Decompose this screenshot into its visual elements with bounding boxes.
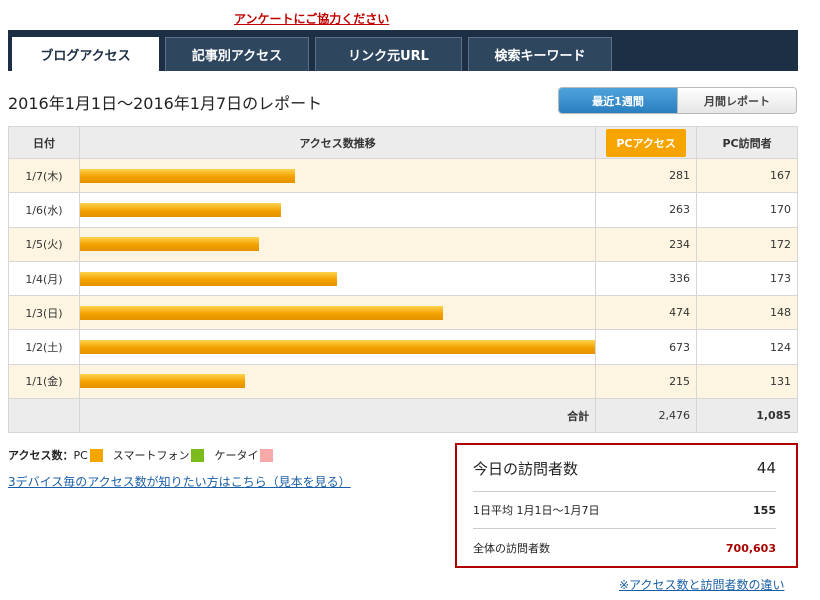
row-pc-visitors: 170 xyxy=(696,192,798,228)
legend-keitai-swatch xyxy=(260,448,274,462)
last-week-button[interactable]: 最近1週間 xyxy=(559,88,677,113)
header-trend: アクセス数推移 xyxy=(78,126,597,159)
table-row: 1/5(火) 234 172 xyxy=(8,226,798,262)
pc-access-bar xyxy=(79,340,596,355)
total-pc-visitors: 1,085 xyxy=(696,398,798,434)
row-date: 1/2(土) xyxy=(8,329,80,365)
pc-access-bar xyxy=(79,305,443,320)
trend-cell xyxy=(78,226,597,262)
trend-cell xyxy=(78,329,597,365)
pc-access-bar xyxy=(79,168,296,183)
today-visitors-label: 今日の訪問者数 xyxy=(473,459,579,478)
row-pc-visitors: 131 xyxy=(696,363,798,400)
row-pc-visitors: 167 xyxy=(696,157,798,194)
row-pc-visitors: 173 xyxy=(696,260,798,297)
total-label: 合計 xyxy=(78,398,597,434)
average-visitors-label: 1日平均 1月1日～1月7日 xyxy=(473,504,600,517)
row-date: 1/5(火) xyxy=(8,226,80,262)
tab-referrer-url[interactable]: リンク元URL xyxy=(315,37,462,71)
legend-pc-swatch xyxy=(89,448,103,462)
tab-search-keyword[interactable]: 検索キーワード xyxy=(468,37,612,71)
tab-blog-access[interactable]: ブログアクセス xyxy=(12,37,159,71)
row-date: 1/1(金) xyxy=(8,363,80,400)
average-visitors-row: 1日平均 1月1日～1月7日 155 xyxy=(473,492,776,529)
row-pc-access: 281 xyxy=(595,157,698,194)
table-row: 1/6(水) 263 170 xyxy=(8,192,798,228)
row-pc-access: 474 xyxy=(595,295,698,331)
row-pc-access: 673 xyxy=(595,329,698,365)
total-row: 合計 2,476 1,085 xyxy=(8,398,798,434)
tab-bar: ブログアクセス 記事別アクセス リンク元URL 検索キーワード xyxy=(8,30,798,71)
row-date: 1/3(日) xyxy=(8,295,80,331)
table-row: 1/4(月) 336 173 xyxy=(8,260,798,297)
row-date: 1/7(木) xyxy=(8,157,80,194)
table-header-row: 日付 アクセス数推移 PCアクセス PC訪問者 xyxy=(8,126,798,159)
device-breakdown-link[interactable]: 3デバイス毎のアクセス数が知りたい方はこちら（見本を見る） xyxy=(8,475,351,489)
access-visitor-difference-link[interactable]: ※アクセス数と訪問者数の違い xyxy=(619,578,785,592)
table-row: 1/1(金) 215 131 xyxy=(8,363,798,400)
pc-access-bar xyxy=(79,374,245,389)
trend-cell xyxy=(78,157,597,194)
total-visitors-row: 全体の訪問者数 700,603 xyxy=(473,529,776,567)
pc-access-bar xyxy=(79,271,338,286)
monthly-report-button[interactable]: 月間レポート xyxy=(677,88,796,113)
row-date: 1/6(水) xyxy=(8,192,80,228)
trend-cell xyxy=(78,363,597,400)
access-table: 日付 アクセス数推移 PCアクセス PC訪問者 1/7(木) 281 167 1… xyxy=(8,126,798,434)
legend: アクセス数： PC スマートフォン ケータイ xyxy=(8,447,283,463)
pc-access-bar xyxy=(79,202,282,217)
today-visitors-row: 今日の訪問者数 44 xyxy=(473,445,776,492)
visitors-summary-box: 今日の訪問者数 44 1日平均 1月1日～1月7日 155 全体の訪問者数 70… xyxy=(455,443,798,568)
legend-smartphone-swatch xyxy=(191,448,205,462)
legend-title: アクセス数： xyxy=(8,449,74,462)
survey-link[interactable]: アンケートにご協力ください xyxy=(234,12,390,26)
row-pc-access: 336 xyxy=(595,260,698,297)
average-visitors-value: 155 xyxy=(753,503,776,517)
total-pc-access: 2,476 xyxy=(595,398,698,434)
header-date: 日付 xyxy=(8,126,80,159)
tab-article-access[interactable]: 記事別アクセス xyxy=(165,37,309,71)
trend-cell xyxy=(78,260,597,297)
pc-access-sort-button[interactable]: PCアクセス xyxy=(606,128,686,157)
legend-smartphone-label: スマートフォン xyxy=(112,449,190,462)
header-pc-visitors[interactable]: PC訪問者 xyxy=(696,126,798,159)
row-pc-visitors: 124 xyxy=(696,329,798,365)
row-date: 1/4(月) xyxy=(8,260,80,297)
header-pc-access[interactable]: PCアクセス xyxy=(595,126,698,159)
report-title: 2016年1月1日～2016年1月7日のレポート xyxy=(8,94,323,113)
table-row: 1/3(日) 474 148 xyxy=(8,295,798,331)
legend-keitai-label: ケータイ xyxy=(214,449,259,462)
table-row: 1/2(土) 673 124 xyxy=(8,329,798,365)
row-pc-access: 215 xyxy=(595,363,698,400)
legend-pc-label: PC xyxy=(73,448,88,462)
today-visitors-value: 44 xyxy=(756,459,776,477)
row-pc-access: 263 xyxy=(595,192,698,228)
total-visitors-value: 700,603 xyxy=(725,541,776,555)
trend-cell xyxy=(78,295,597,331)
row-pc-visitors: 148 xyxy=(696,295,798,331)
range-toggle: 最近1週間 月間レポート xyxy=(558,87,797,114)
total-visitors-label: 全体の訪問者数 xyxy=(473,542,550,555)
row-pc-visitors: 172 xyxy=(696,226,798,262)
trend-cell xyxy=(78,192,597,228)
total-empty-cell xyxy=(8,398,80,434)
pc-access-bar xyxy=(79,237,260,252)
table-row: 1/7(木) 281 167 xyxy=(8,157,798,194)
row-pc-access: 234 xyxy=(595,226,698,262)
